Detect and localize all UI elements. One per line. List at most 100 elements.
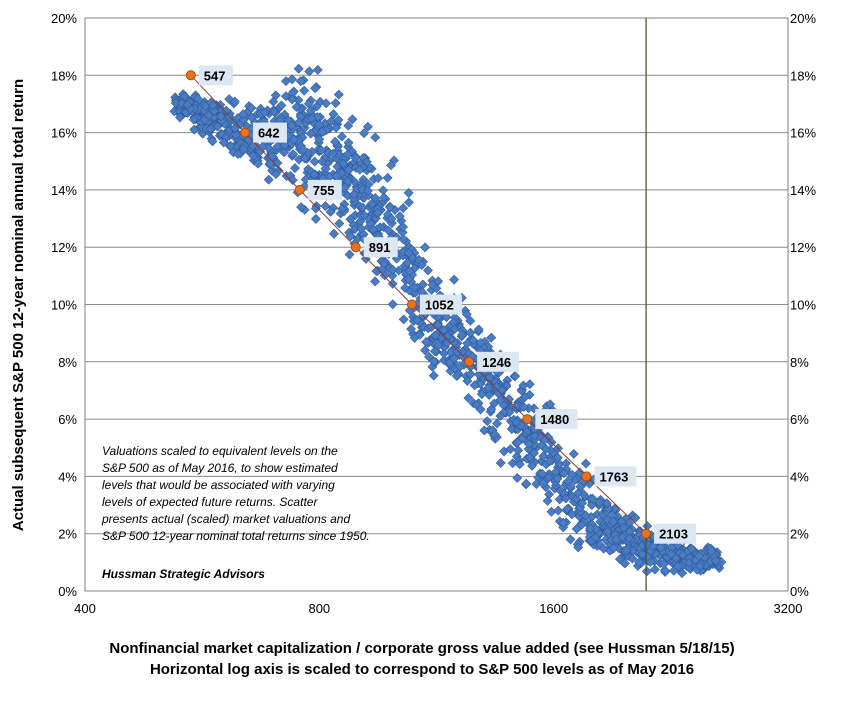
scatter-point — [189, 124, 200, 135]
scatter-point — [642, 566, 652, 577]
scatter-point — [400, 283, 411, 293]
scatter-point — [403, 274, 414, 284]
scatter-point — [362, 121, 373, 132]
scatter-point — [580, 458, 591, 469]
scatter-point — [553, 505, 564, 516]
scatter-point — [333, 89, 344, 100]
scatter-point — [253, 158, 263, 169]
source-credit: Hussman Strategic Advisors — [102, 567, 265, 581]
scatter-point — [420, 242, 430, 253]
y-tick-label: 14% — [51, 183, 77, 198]
scatter-point — [269, 106, 280, 117]
y-tick-label-right: 20% — [790, 11, 816, 26]
valuation-marker — [294, 184, 305, 195]
scatter-point — [449, 324, 460, 335]
scatter-point — [452, 346, 463, 357]
y-tick-label: 10% — [51, 298, 77, 313]
valuation-label: 1246 — [482, 355, 511, 370]
scatter-point — [347, 114, 358, 125]
scatter-point — [404, 197, 414, 208]
annotation-line: S&P 500 12-year nominal total returns si… — [102, 529, 370, 543]
scatter-point — [505, 444, 516, 455]
y-tick-label-right: 10% — [790, 298, 816, 313]
valuation-label: 2103 — [659, 527, 688, 542]
scatter-point — [286, 120, 297, 131]
scatter-point — [475, 404, 486, 415]
scatter-point — [455, 361, 465, 372]
scatter-point — [421, 337, 431, 347]
scatter-point — [476, 389, 487, 400]
scatter-point — [666, 549, 677, 559]
y-axis-right-ticks: 0% 2% 4% 6% 8% 10% 12% 14% 16% 18% 20% — [790, 11, 816, 599]
scatter-point — [542, 495, 553, 506]
scatter-point — [598, 543, 609, 554]
scatter-point — [179, 91, 190, 102]
scatter-point — [465, 315, 476, 326]
scatter-point — [309, 169, 320, 180]
scatter-point — [414, 329, 425, 340]
scatter-point — [587, 493, 598, 504]
scatter-point — [608, 543, 619, 554]
scatter-point — [562, 503, 573, 514]
scatter-point — [361, 156, 372, 167]
scatter-point — [527, 460, 537, 471]
scatter-point — [349, 189, 359, 200]
scatter-point — [521, 478, 532, 489]
scatter-point — [333, 114, 344, 125]
scatter-point — [565, 534, 576, 545]
scatter-point — [573, 542, 584, 553]
scatter-point — [585, 523, 596, 534]
valuation-label: 1480 — [540, 412, 569, 427]
scatter-point — [371, 266, 382, 277]
scatter-point — [429, 346, 440, 357]
scatter-point — [449, 353, 460, 364]
scatter-point — [208, 100, 218, 111]
scatter-point — [378, 185, 388, 196]
y-tick-label-right: 14% — [790, 183, 816, 198]
scatter-point — [461, 309, 472, 320]
y-tick-label: 18% — [51, 68, 77, 83]
scatter-point — [287, 94, 298, 105]
scatter-point — [465, 369, 476, 380]
scatter-point — [279, 147, 290, 158]
y-tick-label-right: 8% — [790, 355, 809, 370]
x-tick-label: 1600 — [539, 601, 568, 616]
y-tick-label-right: 0% — [790, 584, 809, 599]
y-tick-label: 12% — [51, 240, 77, 255]
annotation-line: S&P 500 as of May 2016, to show estimate… — [102, 461, 338, 475]
valuation-label: 891 — [369, 240, 391, 255]
scatter-point — [428, 370, 439, 381]
scatter-point — [288, 134, 299, 145]
scatter-point — [514, 459, 525, 470]
scatter-point — [259, 107, 270, 118]
scatter-point — [310, 213, 321, 224]
scatter-point — [537, 468, 548, 479]
scatter-point — [310, 203, 321, 214]
y-tick-label: 8% — [58, 355, 77, 370]
valuation-label: 1763 — [599, 469, 628, 484]
scatter-point — [299, 153, 310, 164]
scatter-point — [293, 117, 304, 128]
scatter-point — [412, 315, 423, 326]
scatter-point — [321, 98, 331, 109]
scatter-point — [304, 66, 315, 77]
scatter-point — [359, 210, 370, 221]
scatter-point — [215, 111, 226, 122]
scatter-point — [601, 498, 612, 509]
scatter-point — [560, 493, 571, 504]
scatter-point — [590, 532, 601, 543]
scatter-point — [203, 110, 214, 121]
scatter-point — [518, 402, 529, 412]
scatter-point — [545, 399, 556, 410]
scatter-point — [495, 411, 506, 421]
scatter-point — [394, 211, 405, 222]
scatter-point — [320, 163, 331, 174]
scatter-point — [314, 134, 325, 145]
annotation-line: presents actual (scaled) market valuatio… — [101, 512, 350, 526]
scatter-point — [513, 445, 524, 456]
x-tick-label: 3200 — [774, 601, 803, 616]
scatter-point — [586, 500, 597, 511]
scatter-point — [192, 93, 203, 104]
scatter-point — [473, 324, 484, 335]
scatter-point — [331, 122, 342, 133]
